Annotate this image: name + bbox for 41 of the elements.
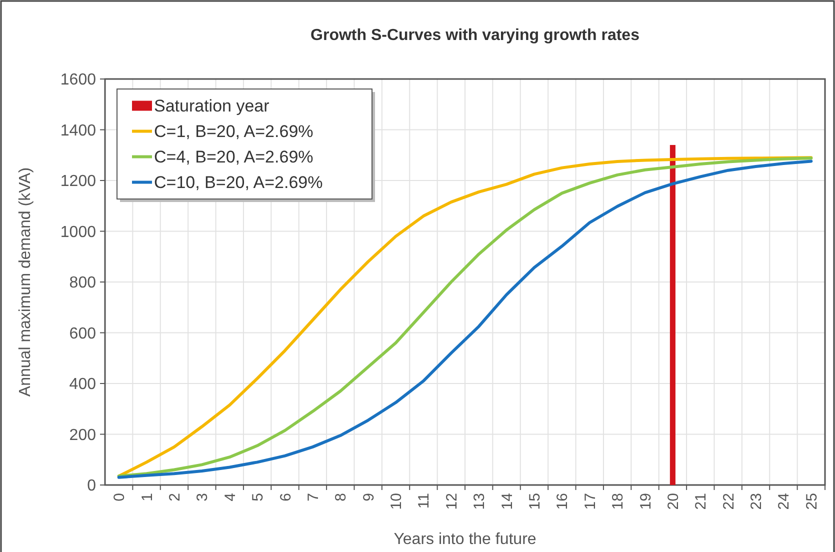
x-tick-label: 8 (332, 493, 350, 502)
y-tick-label: 800 (69, 274, 96, 292)
x-tick-label: 23 (748, 493, 766, 510)
y-tick-label: 600 (69, 325, 96, 342)
x-tick-label: 17 (582, 493, 599, 510)
x-tick-label: 12 (443, 493, 460, 510)
x-axis-title: Years into the future (394, 531, 536, 548)
x-tick-label: 11 (416, 493, 433, 509)
x-tick-label: 15 (526, 493, 544, 510)
chart-title: Growth S-Curves with varying growth rates (310, 27, 640, 44)
x-tick-label: 2 (166, 493, 184, 502)
x-tick-label: 21 (692, 493, 710, 510)
x-tick-label: 18 (610, 493, 627, 510)
x-tick-label: 24 (776, 493, 793, 510)
x-tick-label: 3 (194, 493, 212, 502)
x-tick-label: 10 (388, 493, 406, 510)
legend-label: C=4, B=20, A=2.69% (154, 148, 314, 167)
y-tick-label: 1400 (60, 122, 96, 140)
x-tick-label: 20 (664, 493, 682, 510)
x-tick-label: 13 (471, 493, 488, 510)
x-tick-label: 14 (498, 493, 516, 510)
x-tick-label: 0 (111, 493, 128, 502)
x-tick-label: 22 (720, 493, 738, 510)
x-tick-label: 19 (637, 493, 654, 510)
x-tick-label: 25 (803, 493, 820, 510)
y-tick-label: 400 (69, 376, 96, 394)
y-tick-label: 1000 (60, 224, 96, 241)
y-tick-label: 1600 (60, 72, 96, 89)
x-tick-label: 5 (250, 493, 267, 502)
legend-label: C=1, B=20, A=2.69% (154, 122, 314, 142)
y-tick-label: 1200 (60, 173, 96, 190)
x-tick-label: 1 (138, 493, 156, 502)
x-tick-label: 16 (554, 493, 572, 510)
x-tick-label: 9 (360, 493, 378, 502)
x-tick-label: 6 (277, 493, 294, 502)
y-tick-label: 200 (69, 426, 96, 444)
x-tick-label: 7 (304, 493, 322, 502)
legend-label: Saturation year (154, 96, 270, 116)
x-tick-label: 4 (222, 493, 239, 502)
legend-label: C=10, B=20, A=2.69% (154, 173, 323, 192)
y-axis-title: Annual maximum demand (kVA) (17, 167, 34, 397)
